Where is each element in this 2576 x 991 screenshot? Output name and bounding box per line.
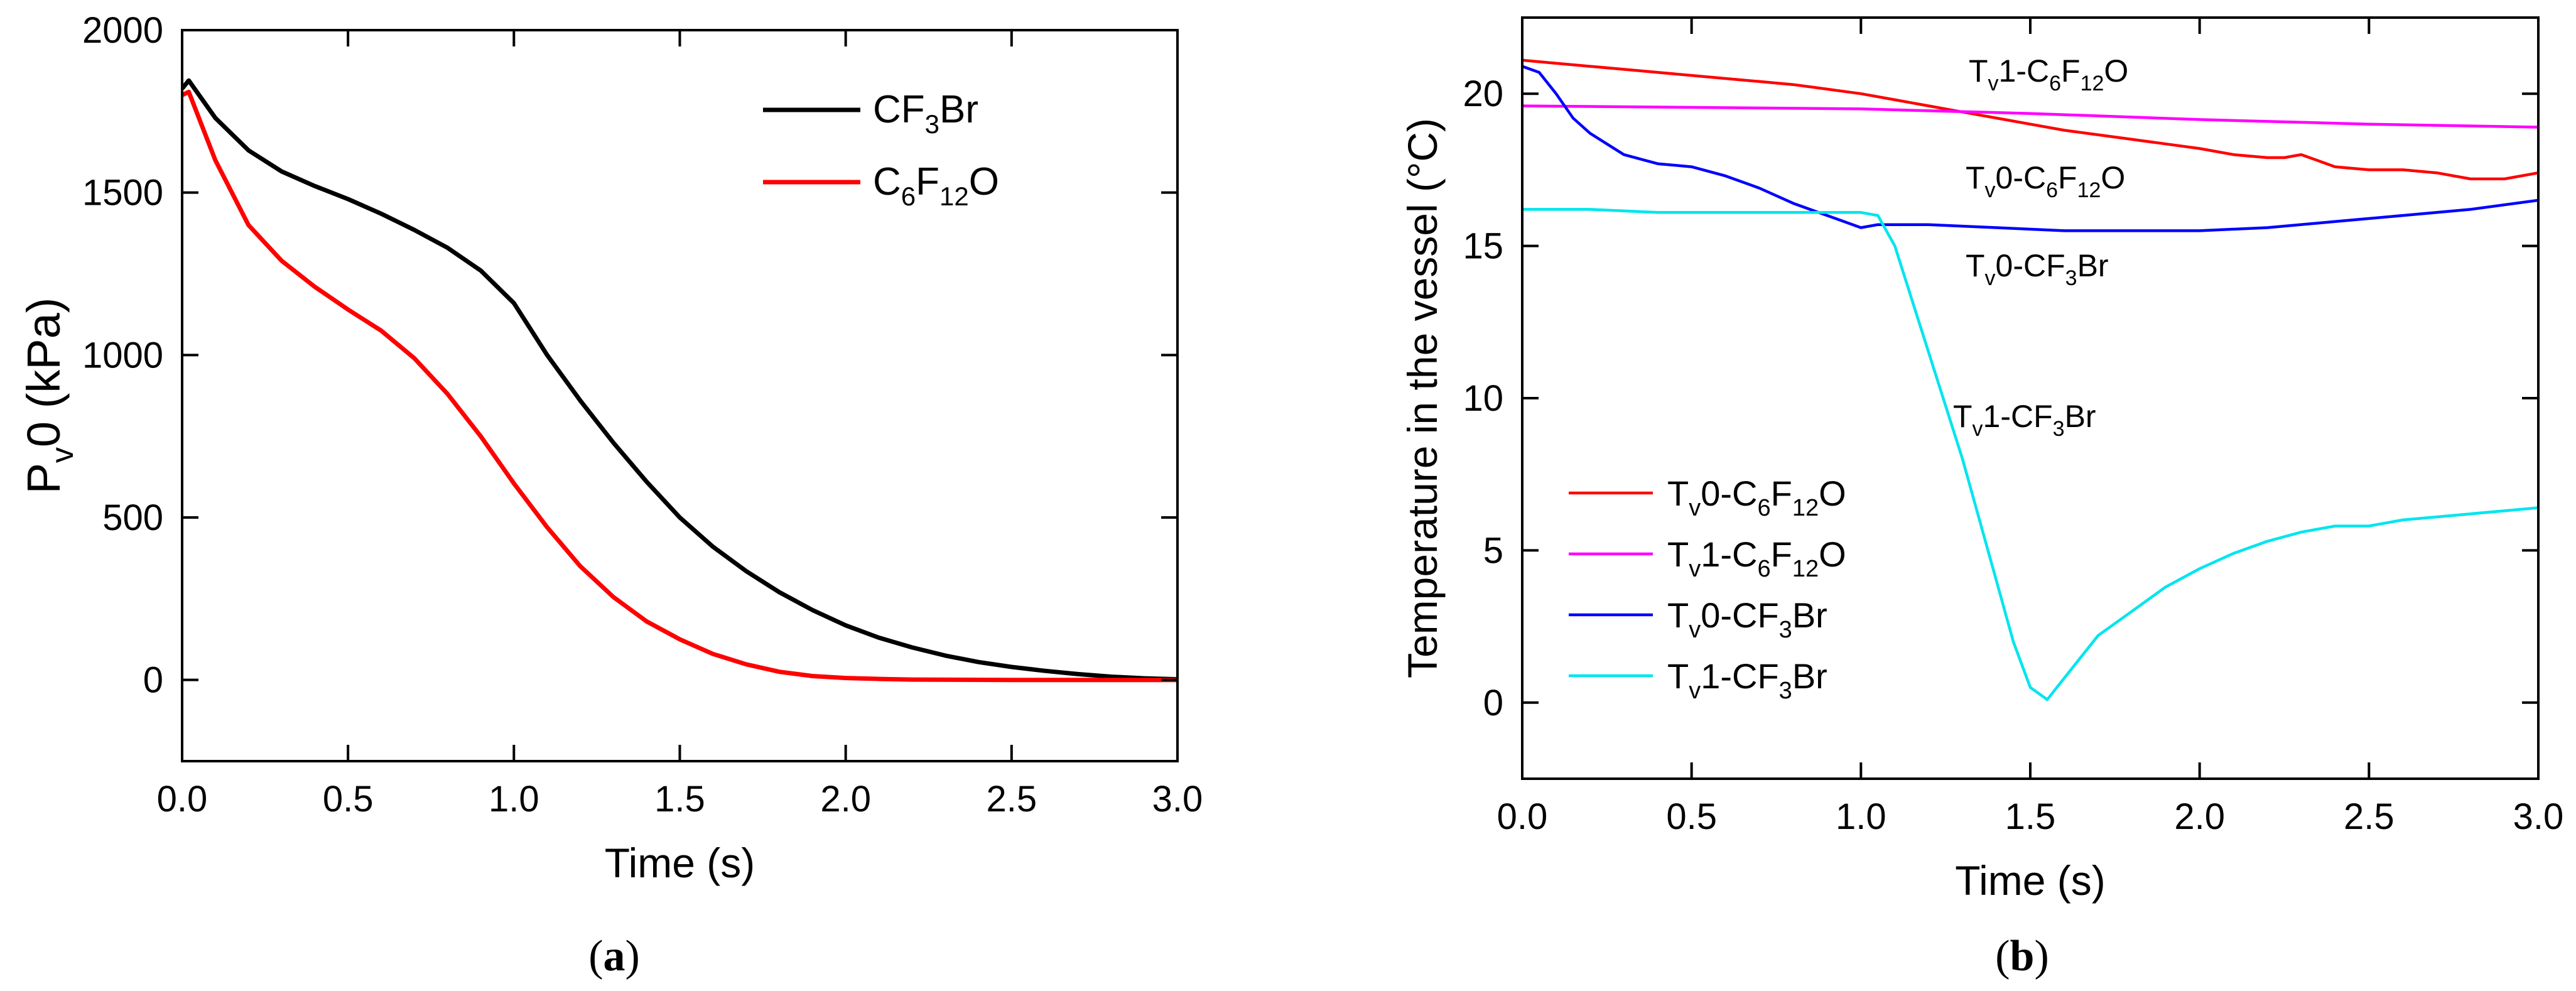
series-line-tv1_c6f12o [1522, 104, 2538, 129]
y-tick-label: 5 [1483, 530, 1503, 571]
legend: Tv0-C6F12O Tv1-C6F12O Tv0-CF3Br Tv1-CF3Br [1569, 474, 1846, 704]
chart-panel-a: 0.0 0.5 1.0 1.5 2.0 2.5 3.0 0 500 1000 1500 2000 Tim… [18, 10, 1203, 980]
series-line-c6f12o [182, 89, 1177, 683]
legend-label-tv0_c6f12o: Tv0-C6F12O [1667, 474, 1846, 521]
x-tick-label: 2.5 [987, 779, 1037, 820]
x-tick-label: 1.5 [2005, 796, 2056, 837]
x-axis-label: Time (s) [1955, 857, 2106, 904]
y-tick-label: 2000 [82, 10, 163, 51]
plot-frame [181, 29, 1179, 762]
legend-label-c6f12o: C6F12O [873, 160, 999, 211]
y-axis-label: Pv0 (kPa) [18, 298, 80, 494]
x-tick-label: 2.0 [820, 779, 871, 820]
x-tick-label: 2.0 [2174, 796, 2225, 837]
y-tick-label: 1500 [82, 173, 163, 214]
y-tick-label: 0 [143, 660, 163, 701]
x-tick-label: 3.0 [2513, 796, 2564, 837]
panel-caption: (a) [588, 932, 640, 980]
x-tick-label: 0.0 [1497, 796, 1548, 837]
legend-label-tv1_cf3br: Tv1-CF3Br [1667, 656, 1827, 704]
x-tick-label: 1.0 [489, 779, 539, 820]
series-line-tv1_cf3br [1522, 208, 2538, 701]
x-tick-label: 0.5 [1666, 796, 1717, 837]
legend-label-tv0_cf3br: Tv0-CF3Br [1667, 595, 1827, 643]
annotation-tv0_cf3br: Tv0-CF3Br [1966, 248, 2109, 290]
y-tick-label: 10 [1463, 378, 1503, 419]
x-axis-label: Time (s) [605, 840, 755, 886]
y-tick-label: 15 [1463, 226, 1503, 267]
series-line-tv0_cf3br [1522, 65, 2538, 232]
y-tick-label: 1000 [82, 335, 163, 376]
y-axis-label-group: Pv0 (kPa) [18, 298, 80, 494]
x-tick-label: 1.5 [654, 779, 705, 820]
y-axis-label-group: Temperature in the vessel (°C) [1399, 118, 1446, 678]
y-axis-label: Temperature in the vessel (°C) [1399, 118, 1446, 678]
x-tick-label: 2.5 [2344, 796, 2395, 837]
y-tick-label: 500 [102, 497, 163, 538]
annotation-tv1_cf3br: Tv1-CF3Br [1953, 399, 2096, 441]
y-tick-label: 20 [1463, 73, 1503, 114]
annotation-tv1_c6f12o: Tv1-C6F12O [1969, 53, 2128, 95]
series-line-tv0_c6f12o [1522, 58, 2538, 181]
panel-caption: (b) [1995, 932, 2049, 980]
x-tick-label: 0.0 [157, 779, 208, 820]
legend-label-tv1_c6f12o: Tv1-C6F12O [1667, 534, 1846, 582]
x-tick-label: 0.5 [323, 779, 374, 820]
y-tick-label: 0 [1483, 683, 1503, 723]
chart-panel-b: 0.0 0.5 1.0 1.5 2.0 2.5 3.0 0 5 10 15 20 Time (s) Tem… [1399, 16, 2564, 980]
x-tick-label: 3.0 [1152, 779, 1203, 820]
legend-label-cf3br: CF3Br [873, 88, 978, 139]
legend: CF3Br C6F12O [763, 88, 999, 211]
series-line-cf3br [182, 78, 1177, 682]
x-tick-label: 1.0 [1836, 796, 1886, 837]
annotation-tv0_c6f12o: Tv0-C6F12O [1966, 160, 2125, 202]
